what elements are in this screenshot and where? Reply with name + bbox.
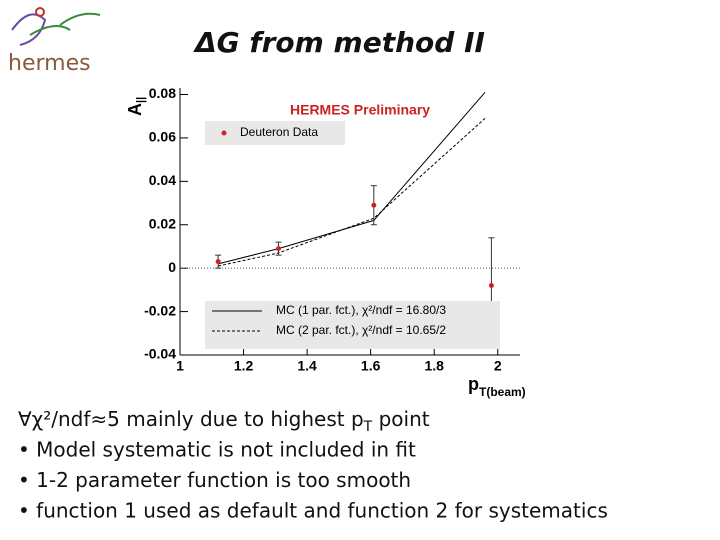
bullet: • Model systematic is not included in fi… [18, 438, 416, 462]
plot: -0.04 -0.02 0 0.02 0.04 0.06 0.08 1 1.2 1.4 1.6 1.8… [125, 85, 526, 399]
logo-doodle [11, 7, 101, 46]
legend-box [205, 301, 500, 349]
y-tick-label: 0 [168, 259, 176, 275]
data-point [276, 246, 282, 252]
fit-line [218, 92, 486, 265]
y-tick-label: -0.02 [144, 302, 176, 318]
y-tick-label: 0.08 [149, 85, 176, 101]
legend-label: MC (1 par. fct.), χ²/ndf = 16.80/3 [276, 303, 446, 317]
x-tick-label: 1.8 [424, 358, 444, 374]
annotation: HERMES Preliminary [290, 102, 430, 118]
data-point [215, 259, 221, 265]
bullet-text: ∀χ²/ndf≈5 mainly due to highest p [18, 407, 364, 431]
y-axis-label: A|| [125, 97, 147, 116]
bullet-text: • Model systematic is not included in fi… [18, 438, 416, 462]
y-tick-label: 0.02 [149, 215, 176, 231]
bullet: • function 1 used as default and functio… [18, 499, 608, 523]
x-axis-label-sub: T(beam) [479, 385, 526, 399]
y-tick-label: -0.04 [144, 346, 176, 362]
slide-title: ΔG from method II [193, 26, 485, 59]
y-tick-label: 0.06 [149, 129, 176, 145]
bullet: ∀χ²/ndf≈5 mainly due to highest pT point [18, 407, 430, 435]
logo: hermes [8, 51, 91, 76]
bullet-text: • 1-2 parameter function is too smooth [18, 468, 411, 492]
legend-marker [221, 130, 227, 136]
bullet-after: point [372, 407, 430, 431]
x-tick-label: 1.2 [234, 358, 254, 374]
bullet-text: • function 1 used as default and functio… [18, 499, 608, 523]
x-tick-label: 1.4 [297, 358, 317, 374]
bullets: ∀χ²/ndf≈5 mainly due to highest pT point… [18, 407, 608, 523]
x-axis-label-main: p [468, 374, 479, 394]
y-axis-label-main: A [125, 103, 145, 116]
fit-line [218, 118, 486, 267]
legend-label: MC (2 par. fct.), χ²/ndf = 10.65/2 [276, 323, 446, 337]
y-tick-label: 0.04 [149, 172, 176, 188]
bullet-sub: T [363, 419, 373, 435]
x-tick-label: 1 [176, 358, 184, 374]
data-point [371, 202, 377, 208]
bullet: • 1-2 parameter function is too smooth [18, 468, 411, 492]
x-tick-label: 2 [494, 358, 502, 374]
y-axis-label-sub: || [135, 97, 147, 103]
x-tick-label: 1.6 [361, 358, 381, 374]
x-axis-label: pT(beam) [468, 374, 526, 399]
data-point [488, 283, 494, 289]
legend-label: Deuteron Data [240, 125, 318, 139]
legend-box [205, 121, 345, 145]
